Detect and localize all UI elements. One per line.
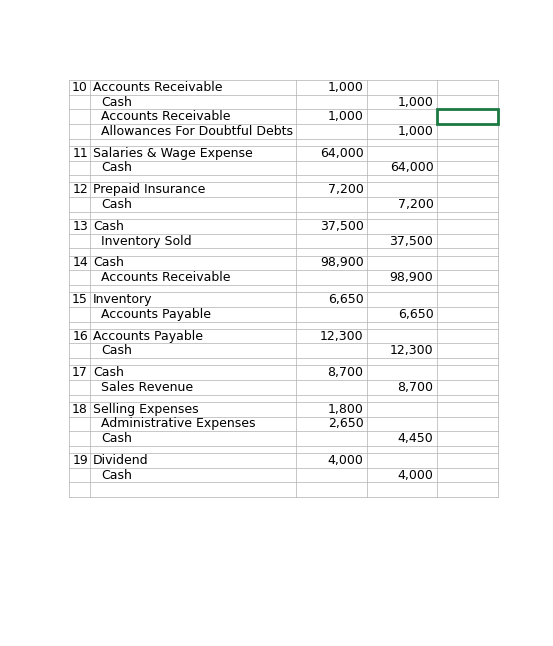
Text: Cash: Cash xyxy=(101,162,132,174)
Text: 10: 10 xyxy=(72,81,88,94)
Text: 1,000: 1,000 xyxy=(328,110,363,123)
Text: Dividend: Dividend xyxy=(93,454,149,467)
Text: Cash: Cash xyxy=(101,96,132,109)
Text: 12,300: 12,300 xyxy=(320,329,363,342)
Text: 17: 17 xyxy=(72,366,88,379)
Text: 1,800: 1,800 xyxy=(328,402,363,415)
Text: Prepaid Insurance: Prepaid Insurance xyxy=(93,183,206,196)
Bar xyxy=(437,109,498,124)
Text: 64,000: 64,000 xyxy=(320,147,363,160)
Text: 11: 11 xyxy=(72,147,88,160)
Text: Accounts Payable: Accounts Payable xyxy=(101,307,211,320)
Text: 6,650: 6,650 xyxy=(398,307,434,320)
Text: Inventory: Inventory xyxy=(93,293,153,306)
Text: Cash: Cash xyxy=(101,198,132,211)
Text: 37,500: 37,500 xyxy=(320,220,363,233)
Text: Cash: Cash xyxy=(101,344,132,357)
Text: 18: 18 xyxy=(72,402,88,415)
Text: 37,500: 37,500 xyxy=(389,234,434,247)
Text: Accounts Receivable: Accounts Receivable xyxy=(101,271,231,284)
Text: 8,700: 8,700 xyxy=(327,366,363,379)
Text: 8,700: 8,700 xyxy=(398,380,434,394)
Text: Cash: Cash xyxy=(93,220,124,233)
Text: Accounts Receivable: Accounts Receivable xyxy=(93,81,223,94)
Text: 7,200: 7,200 xyxy=(398,198,434,211)
Text: Accounts Payable: Accounts Payable xyxy=(93,329,203,342)
Text: 19: 19 xyxy=(72,454,88,467)
Text: 4,450: 4,450 xyxy=(398,432,434,445)
Text: 7,200: 7,200 xyxy=(328,183,363,196)
Text: 15: 15 xyxy=(72,293,88,306)
Text: 98,900: 98,900 xyxy=(390,271,434,284)
Text: 64,000: 64,000 xyxy=(390,162,434,174)
Text: Sales Revenue: Sales Revenue xyxy=(101,380,193,394)
Text: Allowances For Doubtful Debts: Allowances For Doubtful Debts xyxy=(101,125,293,138)
Text: 2,650: 2,650 xyxy=(328,417,363,430)
Text: Salaries & Wage Expense: Salaries & Wage Expense xyxy=(93,147,253,160)
Text: 6,650: 6,650 xyxy=(328,293,363,306)
Text: Cash: Cash xyxy=(93,366,124,379)
Text: 98,900: 98,900 xyxy=(320,256,363,269)
Text: 16: 16 xyxy=(72,329,88,342)
Text: Selling Expenses: Selling Expenses xyxy=(93,402,199,415)
Text: 12: 12 xyxy=(72,183,88,196)
Text: Cash: Cash xyxy=(101,432,132,445)
Text: 4,000: 4,000 xyxy=(398,468,434,481)
Text: Cash: Cash xyxy=(101,468,132,481)
Text: 1,000: 1,000 xyxy=(398,125,434,138)
Text: 12,300: 12,300 xyxy=(390,344,434,357)
Text: 14: 14 xyxy=(72,256,88,269)
Text: Administrative Expenses: Administrative Expenses xyxy=(101,417,255,430)
Text: Cash: Cash xyxy=(93,256,124,269)
Text: 1,000: 1,000 xyxy=(328,81,363,94)
Text: Inventory Sold: Inventory Sold xyxy=(101,234,191,247)
Text: 13: 13 xyxy=(72,220,88,233)
Text: 1,000: 1,000 xyxy=(398,96,434,109)
Text: 4,000: 4,000 xyxy=(328,454,363,467)
Text: Accounts Receivable: Accounts Receivable xyxy=(101,110,231,123)
